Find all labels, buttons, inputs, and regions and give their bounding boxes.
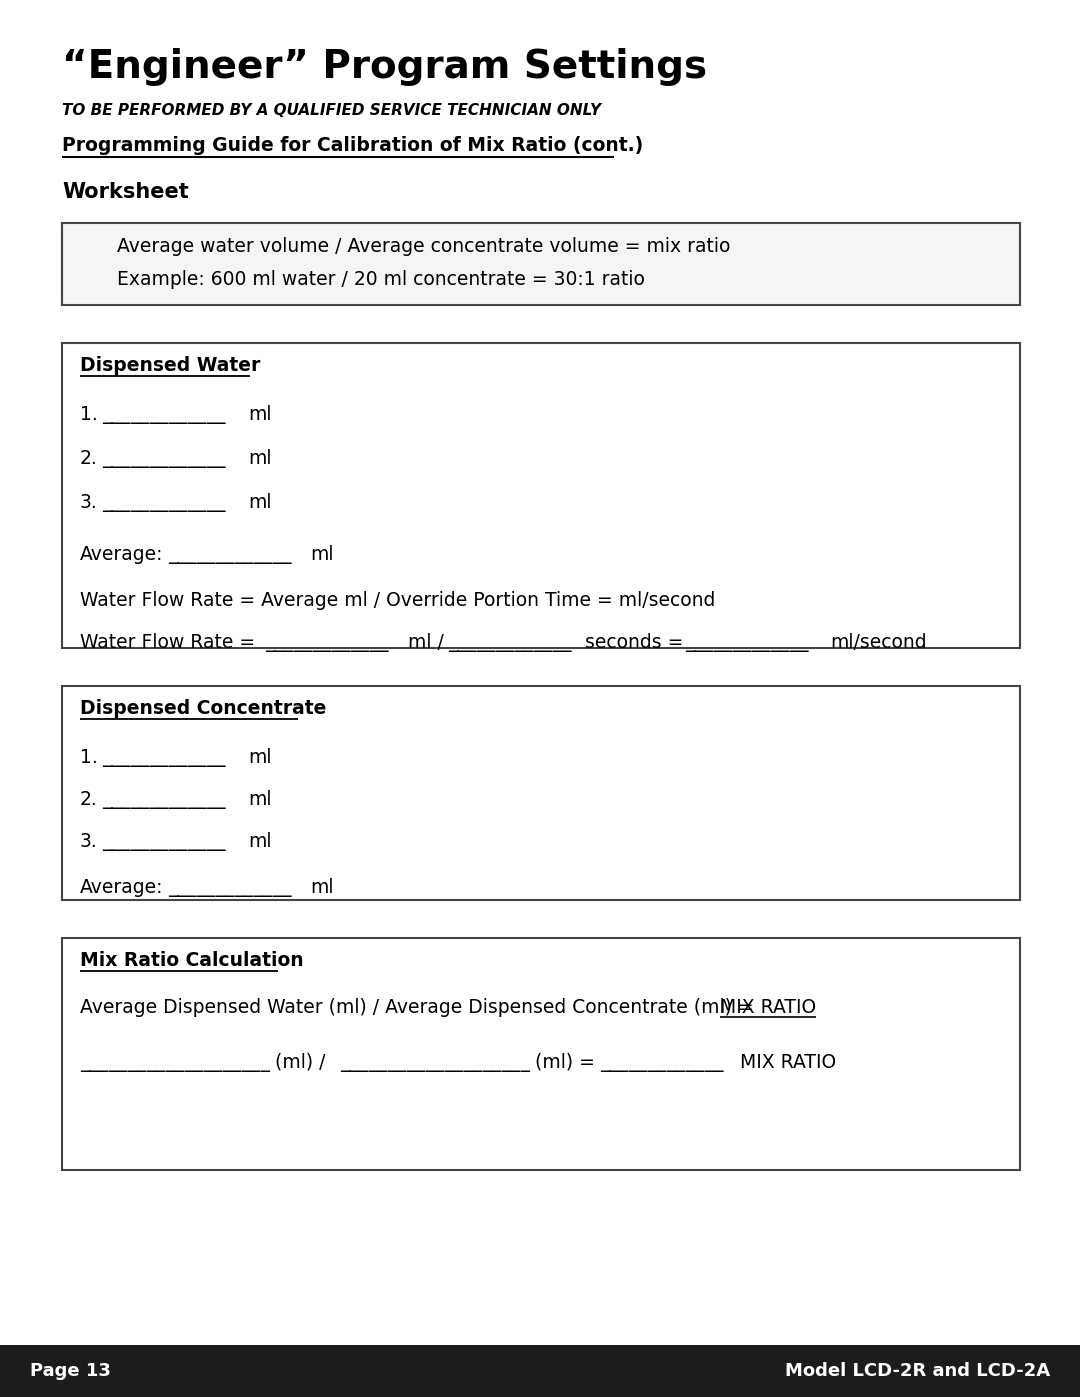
Text: _____________: _____________ (102, 747, 226, 767)
Text: ml: ml (248, 405, 271, 425)
Text: Average water volume / Average concentrate volume = mix ratio: Average water volume / Average concentra… (117, 237, 730, 256)
Text: Water Flow Rate = Average ml / Override Portion Time = ml/second: Water Flow Rate = Average ml / Override … (80, 591, 715, 610)
Bar (62, 224, 1020, 305)
Text: ml/second: ml/second (831, 633, 927, 652)
Text: TO BE PERFORMED BY A QUALIFIED SERVICE TECHNICIAN ONLY: TO BE PERFORMED BY A QUALIFIED SERVICE T… (62, 103, 600, 117)
Text: ml: ml (248, 833, 271, 851)
Text: _____________: _____________ (168, 545, 292, 564)
Text: 3.: 3. (80, 493, 98, 511)
Text: 1.: 1. (80, 405, 98, 425)
Text: ____________________: ____________________ (340, 1053, 530, 1071)
Text: (ml) /: (ml) / (275, 1053, 325, 1071)
Text: 3.: 3. (80, 833, 98, 851)
Text: ml: ml (248, 789, 271, 809)
Text: 1.: 1. (80, 747, 98, 767)
Text: 2.: 2. (80, 789, 98, 809)
Bar (62, 937, 1020, 1171)
Text: _____________: _____________ (102, 833, 226, 851)
Text: Average:: Average: (80, 545, 163, 564)
Text: Page 13: Page 13 (30, 1362, 111, 1380)
Text: ml: ml (248, 448, 271, 468)
Text: Worksheet: Worksheet (62, 182, 189, 203)
Text: “Engineer” Program Settings: “Engineer” Program Settings (62, 47, 707, 87)
Text: ml: ml (248, 493, 271, 511)
Text: _____________: _____________ (102, 448, 226, 468)
Text: ml /: ml / (408, 633, 444, 652)
Text: 2.: 2. (80, 448, 98, 468)
Text: _____________: _____________ (102, 405, 226, 425)
Text: _____________: _____________ (102, 789, 226, 809)
Text: MIX RATIO: MIX RATIO (740, 1053, 836, 1071)
Text: _____________: _____________ (168, 877, 292, 897)
Text: _____________: _____________ (600, 1053, 724, 1071)
Text: (ml) =: (ml) = (535, 1053, 595, 1071)
Text: Mix Ratio Calculation: Mix Ratio Calculation (80, 951, 303, 970)
Text: _____________: _____________ (448, 633, 571, 652)
Text: MIX RATIO: MIX RATIO (720, 997, 816, 1017)
Text: seconds =: seconds = (585, 633, 684, 652)
Text: ml: ml (248, 747, 271, 767)
Text: ml: ml (310, 877, 334, 897)
Text: Dispensed Water: Dispensed Water (80, 356, 260, 374)
Text: Programming Guide for Calibration of Mix Ratio (cont.): Programming Guide for Calibration of Mix… (62, 136, 644, 155)
Text: _____________: _____________ (102, 493, 226, 511)
Text: Model LCD-2R and LCD-2A: Model LCD-2R and LCD-2A (785, 1362, 1050, 1380)
Text: Average:: Average: (80, 877, 163, 897)
Bar (0, 1345, 1080, 1397)
Text: Dispensed Concentrate: Dispensed Concentrate (80, 698, 326, 718)
Text: Average Dispensed Water (ml) / Average Dispensed Concentrate (ml) =: Average Dispensed Water (ml) / Average D… (80, 997, 759, 1017)
Text: ml: ml (310, 545, 334, 564)
Text: _____________: _____________ (265, 633, 389, 652)
Bar (62, 686, 1020, 900)
Text: Water Flow Rate =: Water Flow Rate = (80, 633, 255, 652)
Bar (62, 344, 1020, 648)
Text: _____________: _____________ (685, 633, 809, 652)
Text: Example: 600 ml water / 20 ml concentrate = 30:1 ratio: Example: 600 ml water / 20 ml concentrat… (117, 270, 645, 289)
Text: ____________________: ____________________ (80, 1053, 270, 1071)
